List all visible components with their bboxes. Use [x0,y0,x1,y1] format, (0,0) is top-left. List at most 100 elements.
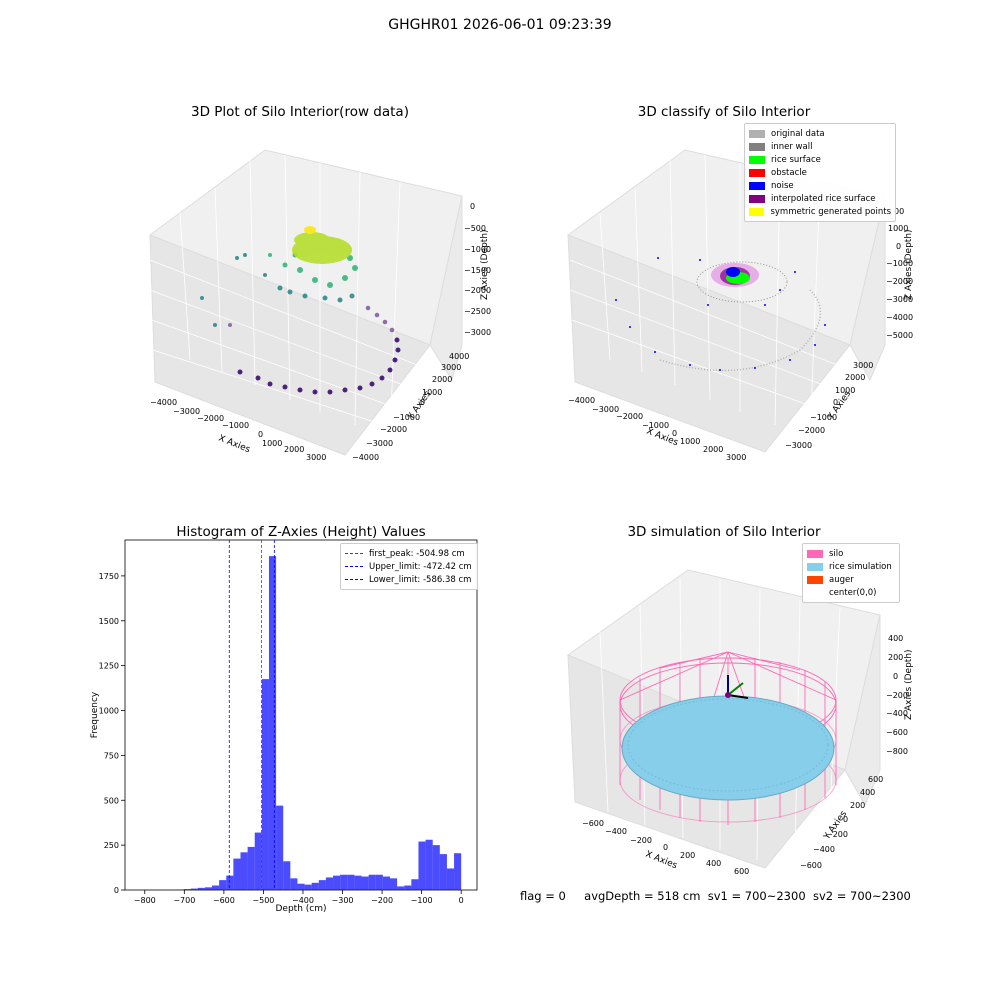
svg-text:−2000: −2000 [380,425,407,434]
legend-line-swatch [345,553,363,554]
histogram-xtick-label: −500 [252,896,274,905]
simulation-3d-xticks: −600−400−200 0 200 400 600 [582,819,749,876]
simulation-3d-panes [566,569,881,869]
avg-depth-text: avgDepth = 518 cm [584,889,701,903]
svg-text:0: 0 [420,398,425,407]
svg-text:0: 0 [470,202,475,211]
histogram-bar [212,885,220,890]
histogram-bar [290,878,298,890]
histogram-vlines [228,540,275,890]
histogram-bar [183,889,191,890]
histogram-bar [382,876,390,890]
svg-text:−3000: −3000 [886,295,913,304]
legend-item: noise [749,179,891,192]
histogram-xtick-label: −400 [292,896,314,905]
histogram-bar [418,841,426,890]
svg-text:−400: −400 [886,709,908,718]
histogram-ytick-label: 500 [104,796,119,805]
svg-text:0: 0 [843,815,848,824]
svg-text:−2000: −2000 [197,414,224,423]
legend-swatch [749,129,765,138]
legend-swatch [749,155,765,164]
legend-label: auger [829,574,854,585]
histogram-xtick-label: −800 [134,896,156,905]
histogram-bar [432,845,440,890]
svg-text:3000: 3000 [441,363,461,372]
legend-label: interpolated rice surface [771,193,876,204]
histogram-xticks: −800 −700 −600 −500 −400 −300 −200 −100 0 [134,890,464,905]
sv2-text: sv2 = 700~2300 [812,889,911,903]
svg-text:3000: 3000 [306,453,326,462]
simulation-3d-zlabel: Z Axies (Depth) [904,649,914,720]
histogram-bar [411,879,419,890]
svg-text:0: 0 [258,430,263,439]
svg-text:−2000: −2000 [616,412,643,421]
legend-item: inner wall [749,140,891,153]
histogram-bar [276,805,284,890]
histogram-ylabel: Frequency [90,691,100,738]
svg-text:0: 0 [896,242,901,251]
svg-text:−4000: −4000 [568,396,595,405]
svg-text:−200: −200 [886,691,908,700]
histogram-bar [347,874,355,890]
histogram-ytick-label: 1500 [99,617,119,626]
histogram-bar [333,875,341,890]
simulation-auger [725,675,749,699]
histogram-bar [304,884,312,890]
svg-text:−1500: −1500 [464,266,491,275]
svg-text:600: 600 [868,775,883,784]
svg-text:1000: 1000 [835,386,855,395]
svg-text:2000: 2000 [703,445,723,454]
classify-plot-title: 3D classify of Silo Interior [637,104,811,120]
svg-text:−1000: −1000 [464,245,491,254]
svg-text:−3000: −3000 [366,439,393,448]
histogram-bar [197,887,205,890]
svg-text:−200: −200 [630,836,652,845]
legend-swatch [749,194,765,203]
histogram-bar [397,886,405,890]
histogram-bar [190,888,198,890]
svg-text:−2000: −2000 [886,277,913,286]
histogram-bar [311,882,319,890]
histogram-bar [354,875,362,890]
svg-text:−2000: −2000 [464,286,491,295]
legend-label: rice simulation [829,561,892,572]
histogram-bar [446,868,455,890]
raw-3d-points [200,226,401,395]
histogram-bar [219,880,227,890]
svg-text:−4000: −4000 [352,453,379,462]
histogram-bar [454,853,462,890]
status-footer: flag = 0 avgDepth = 518 cm sv1 = 700~230… [520,889,911,903]
svg-text:400: 400 [706,859,721,868]
histogram-bar [254,832,262,890]
legend-swatch [749,207,765,216]
legend-item: center(0,0) [807,586,895,599]
legend-swatch [807,549,823,558]
histogram-xlabel: Depth (cm) [275,904,326,914]
svg-text:−1000: −1000 [886,259,913,268]
svg-text:−4000: −4000 [886,313,913,322]
simulation-3d-ylabel: Y Axies [822,809,850,842]
legend-item: auger [807,573,895,586]
histogram-bar [268,556,277,890]
classify-3d-yticks: −3000 −2000 −1000 0 1000 2000 3000 [785,361,873,450]
raw-3d-ylabel: Y Axies [406,389,434,422]
histogram-ytick-label: 1000 [99,707,119,716]
svg-text:2000: 2000 [845,373,865,382]
legend-line-swatch [345,579,363,580]
histogram-title: Histogram of Z-Axies (Height) Values [176,524,426,540]
svg-text:2000: 2000 [284,445,304,454]
histogram-frame [124,539,478,891]
legend-line-swatch [345,566,363,567]
svg-text:600: 600 [734,867,749,876]
svg-text:−600: −600 [800,861,822,870]
sv1-text: sv1 = 700~2300 [707,889,806,903]
histogram-bar [404,885,412,890]
classify-3d-points [615,257,826,372]
svg-text:−500: −500 [464,224,486,233]
histogram-bar [233,858,241,890]
histogram-bar [283,861,291,890]
